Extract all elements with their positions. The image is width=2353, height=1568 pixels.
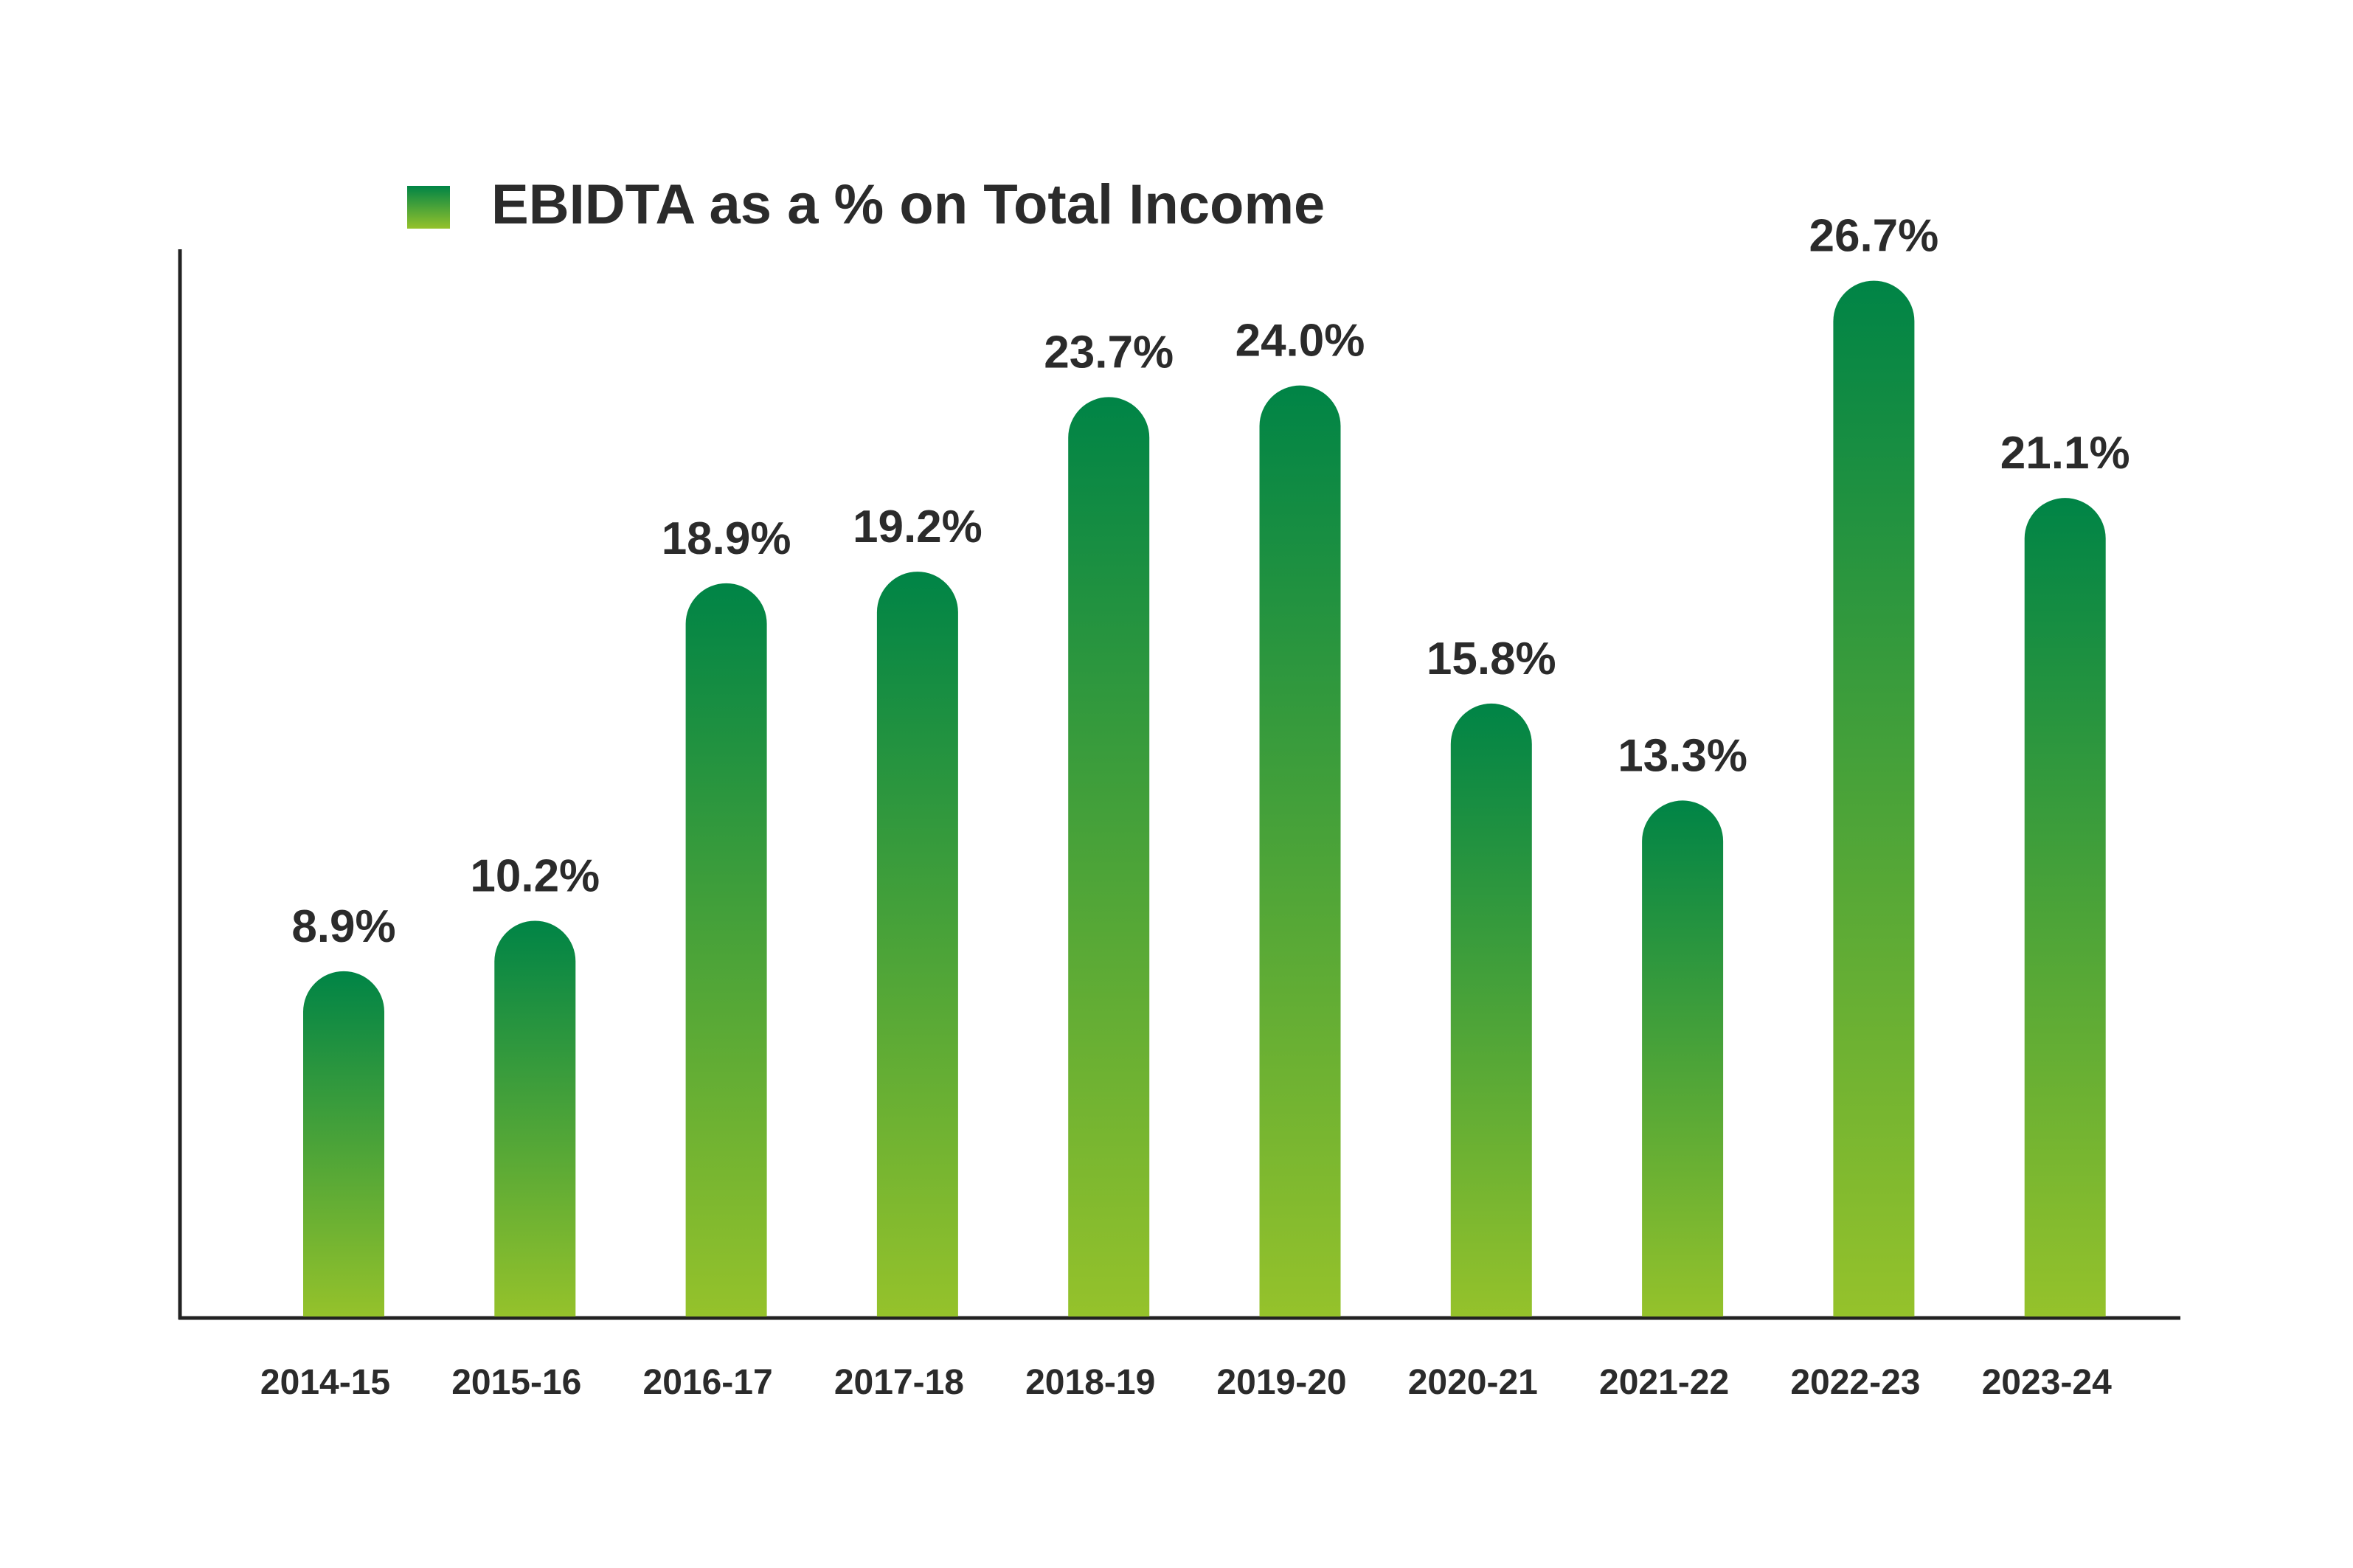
category-label-2017-18: 2017-18 bbox=[834, 1363, 964, 1402]
legend-label: EBIDTA as a % on Total Income bbox=[491, 173, 1325, 236]
legend: EBIDTA as a % on Total Income bbox=[407, 173, 1325, 236]
value-labels-layer: 8.9% 10.2% 18.9% 19.2% 23.7% 24.0% 15.8% 13.3% 2… bbox=[291, 211, 2130, 952]
value-label-2018-19: 23.7% bbox=[1044, 327, 1174, 378]
bar-2016-17 bbox=[685, 583, 767, 1317]
category-label-2022-23: 2022-23 bbox=[1790, 1363, 1920, 1402]
category-label-2016-17: 2016-17 bbox=[643, 1363, 773, 1402]
value-label-2019-20: 24.0% bbox=[1236, 316, 1365, 367]
category-labels-layer: 2014-15 2015-16 2016-17 2017-18 2018-19 2019-… bbox=[260, 1363, 2112, 1402]
bar-2015-16 bbox=[494, 920, 576, 1317]
value-label-2014-15: 8.9% bbox=[291, 901, 395, 952]
bar-2018-19 bbox=[1068, 397, 1150, 1317]
value-label-2021-22: 13.3% bbox=[1618, 730, 1747, 781]
category-label-2021-22: 2021-22 bbox=[1599, 1363, 1729, 1402]
bar-2017-18 bbox=[876, 572, 958, 1317]
value-label-2020-21: 15.8% bbox=[1427, 634, 1556, 684]
category-label-2020-21: 2020-21 bbox=[1408, 1363, 1538, 1402]
value-label-2022-23: 26.7% bbox=[1809, 211, 1938, 262]
bar-2020-21 bbox=[1450, 703, 1532, 1317]
value-label-2017-18: 19.2% bbox=[853, 502, 983, 552]
category-label-2018-19: 2018-19 bbox=[1025, 1363, 1155, 1402]
axes bbox=[178, 249, 2180, 1320]
bar-2019-20 bbox=[1259, 385, 1341, 1317]
value-label-2015-16: 10.2% bbox=[470, 850, 600, 901]
value-label-2023-24: 21.1% bbox=[2000, 428, 2130, 479]
bar-2022-23 bbox=[1833, 280, 1915, 1317]
category-label-2014-15: 2014-15 bbox=[260, 1363, 390, 1402]
bar-2023-24 bbox=[2024, 498, 2106, 1317]
category-label-2023-24: 2023-24 bbox=[1982, 1363, 2112, 1402]
category-label-2019-20: 2019-20 bbox=[1216, 1363, 1346, 1402]
category-label-2015-16: 2015-16 bbox=[451, 1363, 581, 1402]
bars-layer bbox=[303, 280, 2106, 1317]
value-label-2016-17: 18.9% bbox=[662, 513, 791, 564]
bar-2014-15 bbox=[303, 971, 384, 1317]
legend-swatch bbox=[407, 186, 450, 229]
bar-2021-22 bbox=[1642, 800, 1724, 1317]
